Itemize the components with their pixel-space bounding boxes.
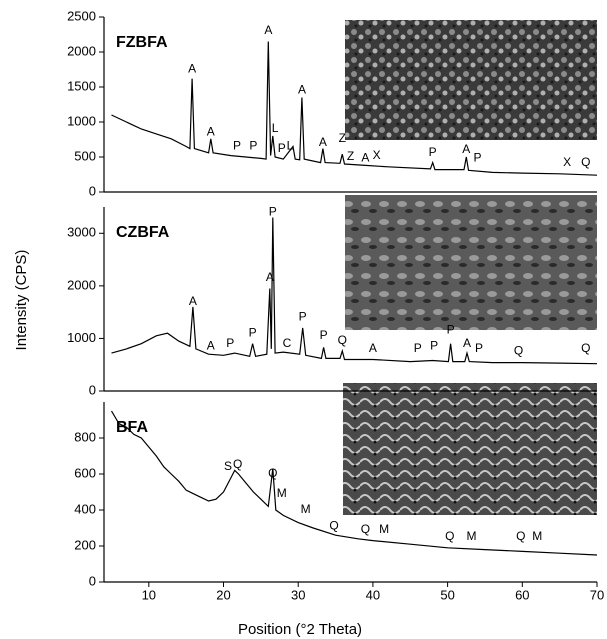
y-tick-label: 0 bbox=[89, 183, 96, 198]
peak-label: Q bbox=[329, 518, 338, 532]
peak-label: P bbox=[226, 336, 234, 350]
peak-label: P bbox=[299, 310, 307, 324]
peak-label: M bbox=[379, 522, 389, 536]
x-tick-label: 70 bbox=[590, 587, 604, 602]
y-tick-label: 400 bbox=[74, 501, 96, 516]
peak-label: L bbox=[272, 121, 279, 135]
y-axis-label: Intensity (CPS) bbox=[13, 250, 30, 351]
peak-label: P bbox=[249, 325, 257, 339]
xrd-line bbox=[111, 217, 598, 365]
y-tick-label: 0 bbox=[89, 573, 96, 588]
peak-label: Z bbox=[339, 131, 346, 145]
peak-label: P bbox=[430, 338, 438, 352]
peak-label: A bbox=[298, 83, 306, 97]
x-tick-label: 40 bbox=[366, 587, 380, 602]
peak-label: C bbox=[283, 336, 292, 350]
y-tick-label: 800 bbox=[74, 429, 96, 444]
peak-label: A bbox=[361, 151, 369, 165]
peak-label: Q bbox=[233, 457, 242, 471]
panel-label: BFA bbox=[116, 419, 148, 436]
peak-label: Q bbox=[445, 529, 454, 543]
sem-image bbox=[343, 383, 597, 515]
y-tick-label: 600 bbox=[74, 465, 96, 480]
peak-label: P bbox=[278, 141, 286, 155]
peak-label: P bbox=[249, 139, 257, 153]
xrd-line bbox=[111, 41, 598, 176]
peak-label: P bbox=[414, 341, 422, 355]
peak-label: M bbox=[532, 529, 542, 543]
peak-label: Q bbox=[361, 522, 370, 536]
peak-label: M bbox=[467, 529, 477, 543]
x-tick-label: 10 bbox=[142, 587, 156, 602]
peak-label: Q bbox=[516, 529, 525, 543]
sem-image bbox=[345, 195, 597, 330]
peak-label: P bbox=[269, 204, 277, 218]
peak-label: A bbox=[207, 125, 215, 139]
sem-image bbox=[345, 20, 597, 140]
peak-label: X bbox=[373, 148, 381, 162]
y-tick-label: 2000 bbox=[67, 43, 96, 58]
peak-label: A bbox=[463, 336, 471, 350]
peak-label: Q bbox=[581, 155, 590, 169]
y-tick-label: 1000 bbox=[67, 113, 96, 128]
peak-label: A bbox=[462, 142, 470, 156]
peak-label: A bbox=[189, 294, 197, 308]
panel-label: FZBFA bbox=[116, 34, 168, 51]
x-tick-label: 30 bbox=[291, 587, 305, 602]
panel-label: CZBFA bbox=[116, 224, 170, 241]
peak-label: P bbox=[320, 328, 328, 342]
xrd-line bbox=[110, 410, 598, 556]
peak-label: Q bbox=[268, 466, 277, 480]
peak-label: A bbox=[369, 341, 377, 355]
y-tick-label: 1000 bbox=[67, 330, 96, 345]
x-axis-label: Position (°2 Theta) bbox=[238, 621, 362, 638]
peak-label: L bbox=[287, 139, 294, 153]
peak-label: Q bbox=[514, 344, 523, 358]
y-tick-label: 0 bbox=[89, 382, 96, 397]
peak-label: A bbox=[188, 62, 196, 76]
peak-label: X bbox=[563, 155, 571, 169]
peak-label: P bbox=[447, 323, 455, 337]
peak-label: P bbox=[233, 139, 241, 153]
peak-label: A bbox=[264, 23, 272, 37]
y-tick-label: 3000 bbox=[67, 225, 96, 240]
y-tick-label: 1500 bbox=[67, 78, 96, 93]
peak-label: Q bbox=[581, 341, 590, 355]
peak-label: P bbox=[473, 151, 481, 165]
x-tick-label: 20 bbox=[216, 587, 230, 602]
y-tick-label: 2000 bbox=[67, 277, 96, 292]
y-tick-label: 200 bbox=[74, 537, 96, 552]
peak-label: Z bbox=[347, 149, 354, 163]
peak-label: A bbox=[207, 338, 215, 352]
peak-label: P bbox=[429, 145, 437, 159]
y-tick-label: 500 bbox=[74, 148, 96, 163]
x-tick-label: 50 bbox=[440, 587, 454, 602]
peak-label: Q bbox=[338, 333, 347, 347]
peak-label: A bbox=[266, 270, 274, 284]
peak-label: M bbox=[301, 502, 311, 516]
peak-label: P bbox=[475, 341, 483, 355]
peak-label: S bbox=[224, 459, 232, 473]
peak-label: M bbox=[277, 486, 287, 500]
x-tick-label: 60 bbox=[515, 587, 529, 602]
y-tick-label: 2500 bbox=[67, 8, 96, 23]
peak-label: A bbox=[319, 135, 327, 149]
